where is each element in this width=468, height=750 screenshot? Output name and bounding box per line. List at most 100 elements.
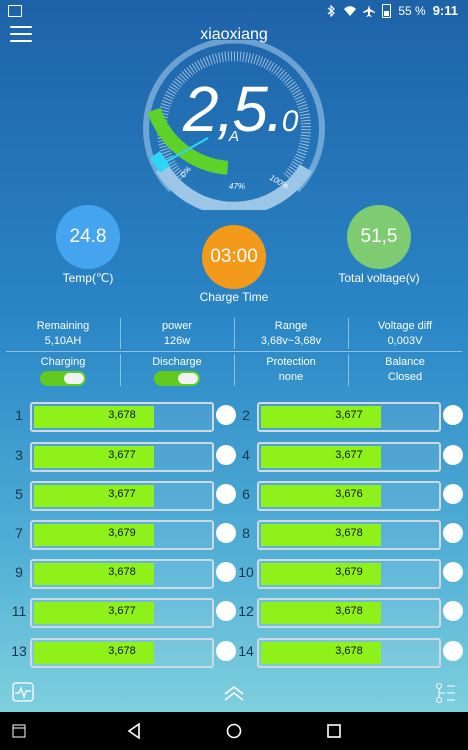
- menu-icon[interactable]: [10, 26, 32, 42]
- balance-indicator: [443, 523, 463, 543]
- device-title: xiaoxiang: [200, 26, 268, 43]
- balance-indicator: [216, 484, 236, 504]
- stat-discharge: Discharge: [120, 352, 234, 388]
- gauge-label-47: 47%: [229, 182, 245, 191]
- home-icon[interactable]: [226, 723, 242, 739]
- app-screen: 55 % 9:11 xiaoxiang 0% 47% 100% 2,5.0 A …: [0, 0, 468, 712]
- balance-indicator: [443, 484, 463, 504]
- cell-voltage-bar: 3,678: [257, 638, 441, 668]
- cell-voltage: 3,678: [108, 645, 136, 657]
- balance-indicator: [443, 641, 463, 661]
- bluetooth-icon: [327, 4, 336, 17]
- charge-time-label: Charge Time: [199, 290, 269, 304]
- cell-number: 8: [242, 525, 250, 541]
- gauge-outer-ring: [143, 40, 325, 193]
- cell-voltage-bar: 3,677: [257, 442, 441, 472]
- balance-indicator: [216, 562, 236, 582]
- waveform-icon[interactable]: [12, 682, 34, 702]
- system-nav-bar: [0, 712, 468, 750]
- gauge-label-0: 0%: [179, 165, 193, 180]
- cell-number: 10: [238, 564, 254, 580]
- stat-range: Range 3,68v~3,68v: [234, 316, 348, 351]
- chevron-up-icon[interactable]: [222, 684, 246, 702]
- cell-fill: [261, 563, 381, 585]
- discharge-toggle[interactable]: [154, 371, 200, 386]
- gauge-fill: [147, 107, 229, 175]
- stat-remaining: Remaining 5,10AH: [36, 320, 90, 347]
- cell-voltage-bar: 3,677: [30, 481, 214, 511]
- cell-voltage-bar: 3,678: [30, 638, 214, 668]
- cell-number: 3: [15, 447, 23, 463]
- status-bar: 55 % 9:11: [0, 0, 468, 22]
- cell-fill: [34, 563, 154, 585]
- cell-voltage: 3,677: [335, 409, 363, 421]
- cell-number: 4: [242, 447, 250, 463]
- back-icon[interactable]: [126, 723, 142, 739]
- cell-voltage: 3,679: [108, 527, 136, 539]
- cell-voltage-bar: 3,676: [257, 481, 441, 511]
- cell-fill: [34, 524, 154, 546]
- cell-number: 13: [11, 643, 27, 659]
- cell-fill: [34, 446, 154, 468]
- cell-voltage-bar: 3,678: [30, 559, 214, 589]
- cell-voltage: 3,676: [335, 488, 363, 500]
- balance-indicator: [216, 641, 236, 661]
- battery-icon: [382, 3, 392, 18]
- stats-grid: Remaining 5,10AH power 126w Range 3,68v~3,6…: [6, 316, 462, 388]
- cell-voltage: 3,677: [335, 449, 363, 461]
- total-voltage-label: Total voltage(v): [338, 271, 420, 285]
- cell-voltage: 3,677: [108, 605, 136, 617]
- cell-fill: [261, 485, 381, 507]
- cell-voltage-bar: 3,679: [30, 520, 214, 550]
- cell-number: 12: [238, 603, 254, 619]
- cell-number: 9: [15, 564, 23, 580]
- cell-number: 7: [15, 525, 23, 541]
- cell-number: 2: [242, 407, 250, 423]
- stat-charging: Charging: [6, 352, 120, 388]
- cell-number: 14: [238, 643, 254, 659]
- cell-voltage: 3,677: [108, 488, 136, 500]
- cell-voltage-bar: 3,677: [257, 402, 441, 432]
- cell-voltage: 3,679: [335, 566, 363, 578]
- gauge-track: [156, 164, 312, 210]
- battery-percent: 55 %: [398, 3, 426, 18]
- cell-voltage-bar: 3,678: [30, 402, 214, 432]
- recents-icon[interactable]: [12, 724, 26, 738]
- total-voltage-circle: 51,5: [347, 205, 411, 269]
- settings-list-icon[interactable]: [435, 682, 457, 704]
- cell-voltage: 3,678: [335, 645, 363, 657]
- wifi-icon: [344, 5, 357, 16]
- balance-indicator: [443, 601, 463, 621]
- balance-indicator: [216, 405, 236, 425]
- overview-icon[interactable]: [327, 724, 341, 738]
- airplane-icon: [363, 4, 376, 17]
- cell-number: 6: [242, 486, 250, 502]
- balance-indicator: [443, 562, 463, 582]
- temperature-label: Temp(℃): [62, 271, 114, 285]
- cell-voltage-bar: 3,677: [30, 598, 214, 628]
- current-gauge: 0% 47% 100%: [143, 40, 325, 210]
- current-unit: A: [229, 128, 240, 145]
- cell-voltage: 3,678: [108, 566, 136, 578]
- balance-indicator: [216, 601, 236, 621]
- picture-icon: [8, 5, 22, 17]
- gauge-marker: [149, 151, 171, 173]
- gauge-needle: [161, 137, 209, 165]
- stat-balance: Balance Closed: [348, 352, 462, 388]
- charging-toggle[interactable]: [40, 371, 86, 386]
- cell-fill: [34, 485, 154, 507]
- cell-fill: [34, 602, 154, 624]
- cell-number: 11: [11, 603, 27, 619]
- stat-protection: Protection none: [234, 352, 348, 388]
- cell-fill: [261, 602, 381, 624]
- cell-fill: [261, 406, 381, 428]
- cell-voltage-bar: 3,679: [257, 559, 441, 589]
- cell-fill: [261, 524, 381, 546]
- charge-time-circle: 03:00: [202, 225, 266, 289]
- stat-power: power 126w: [120, 316, 234, 351]
- balance-indicator: [216, 445, 236, 465]
- cell-fill: [261, 642, 381, 664]
- cell-voltage-bar: 3,678: [257, 598, 441, 628]
- current-value: 2,5.0: [183, 73, 298, 145]
- cell-number: 5: [15, 486, 23, 502]
